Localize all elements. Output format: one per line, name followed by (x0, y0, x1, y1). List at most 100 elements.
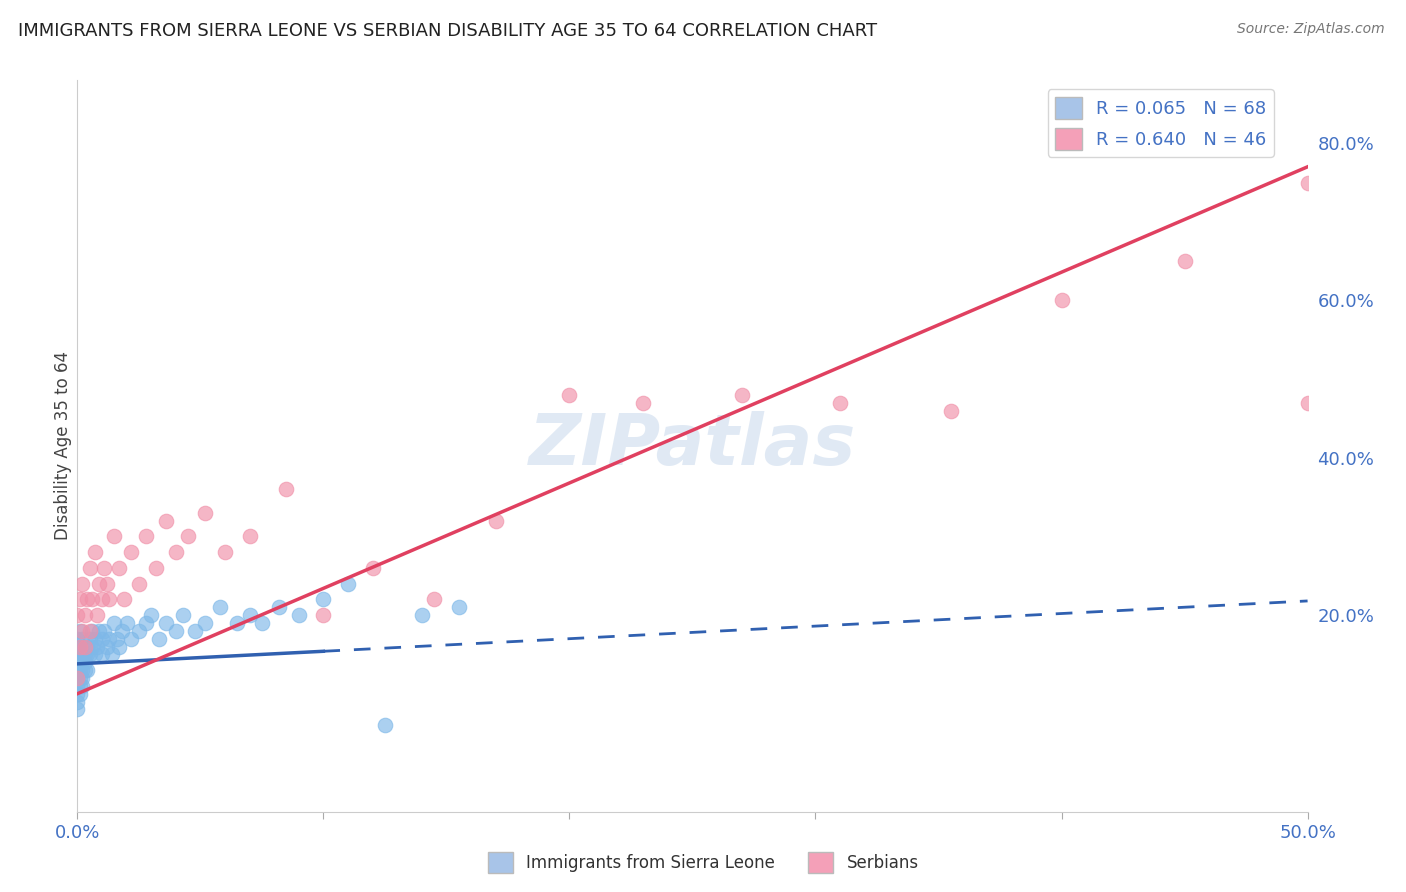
Point (76, 648, 98, 662)
Point (731, 388, 754, 402)
Point (121, 545, 143, 559)
Point (1296, 396, 1319, 410)
Point (66, 679, 89, 693)
Point (239, 608, 262, 623)
Point (108, 561, 131, 575)
Point (312, 592, 335, 607)
Point (73, 608, 96, 623)
Point (90, 632, 114, 646)
Point (66, 640, 89, 654)
Point (69, 640, 91, 654)
Point (73, 663, 96, 677)
Point (558, 388, 581, 402)
Point (98, 592, 121, 607)
Point (115, 615, 138, 630)
Point (177, 529, 200, 543)
Point (79, 561, 101, 575)
Point (69, 687, 91, 701)
Point (69, 648, 91, 662)
Point (83, 648, 105, 662)
Point (69, 624, 91, 638)
Point (121, 632, 143, 646)
Point (148, 632, 170, 646)
Point (70, 576, 93, 591)
Point (194, 615, 217, 630)
Legend: Immigrants from Sierra Leone, Serbians: Immigrants from Sierra Leone, Serbians (481, 846, 925, 880)
Text: Source: ZipAtlas.com: Source: ZipAtlas.com (1237, 22, 1385, 37)
Point (103, 529, 125, 543)
Point (423, 592, 446, 607)
Point (76, 592, 98, 607)
Point (101, 648, 124, 662)
Point (66, 655, 89, 669)
Point (69, 640, 91, 654)
Point (276, 482, 298, 496)
Point (103, 615, 125, 630)
Point (70, 663, 93, 677)
Point (70, 624, 93, 638)
Point (79, 624, 101, 638)
Point (83, 545, 105, 559)
Point (66, 671, 89, 685)
Point (69, 592, 91, 607)
Point (82, 640, 104, 654)
Point (141, 608, 163, 623)
Point (79, 632, 101, 646)
Point (312, 608, 335, 623)
Point (73, 640, 96, 654)
Point (239, 529, 262, 543)
Point (89, 624, 111, 638)
Point (66, 648, 89, 662)
Point (76, 663, 98, 677)
Point (165, 624, 187, 638)
Point (135, 529, 157, 543)
Point (70, 671, 93, 685)
Point (112, 592, 135, 607)
Point (1174, 254, 1197, 268)
Point (69, 679, 91, 693)
Point (66, 695, 89, 709)
Point (93, 561, 115, 575)
Point (96, 640, 118, 654)
Point (105, 632, 128, 646)
Point (155, 615, 177, 630)
Point (73, 655, 96, 669)
Point (374, 718, 396, 732)
Point (184, 624, 207, 638)
Point (96, 576, 118, 591)
Point (447, 600, 470, 615)
Point (70, 679, 93, 693)
Text: IMMIGRANTS FROM SIERRA LEONE VS SERBIAN DISABILITY AGE 35 TO 64 CORRELATION CHAR: IMMIGRANTS FROM SIERRA LEONE VS SERBIAN … (18, 22, 877, 40)
Point (69, 671, 91, 685)
Point (66, 687, 89, 701)
Legend: R = 0.065   N = 68, R = 0.640   N = 46: R = 0.065 N = 68, R = 0.640 N = 46 (1047, 89, 1274, 157)
Point (70, 632, 93, 646)
Point (82, 592, 104, 607)
Point (214, 545, 236, 559)
Point (66, 608, 89, 623)
Point (128, 624, 150, 638)
Point (83, 632, 105, 646)
Text: ZIPatlas: ZIPatlas (529, 411, 856, 481)
Point (633, 396, 655, 410)
Point (939, 403, 962, 417)
Point (1296, 176, 1319, 190)
Point (194, 506, 217, 520)
Point (165, 545, 187, 559)
Point (86, 608, 108, 623)
Point (90, 592, 114, 607)
Point (337, 576, 360, 591)
Point (135, 615, 157, 630)
Point (108, 640, 131, 654)
Point (361, 561, 384, 575)
Point (89, 576, 111, 591)
Y-axis label: Disability Age 35 to 64: Disability Age 35 to 64 (53, 351, 72, 541)
Point (66, 702, 89, 716)
Point (93, 624, 115, 638)
Point (269, 600, 291, 615)
Point (830, 396, 852, 410)
Point (73, 648, 96, 662)
Point (250, 615, 273, 630)
Point (98, 632, 121, 646)
Point (209, 600, 232, 615)
